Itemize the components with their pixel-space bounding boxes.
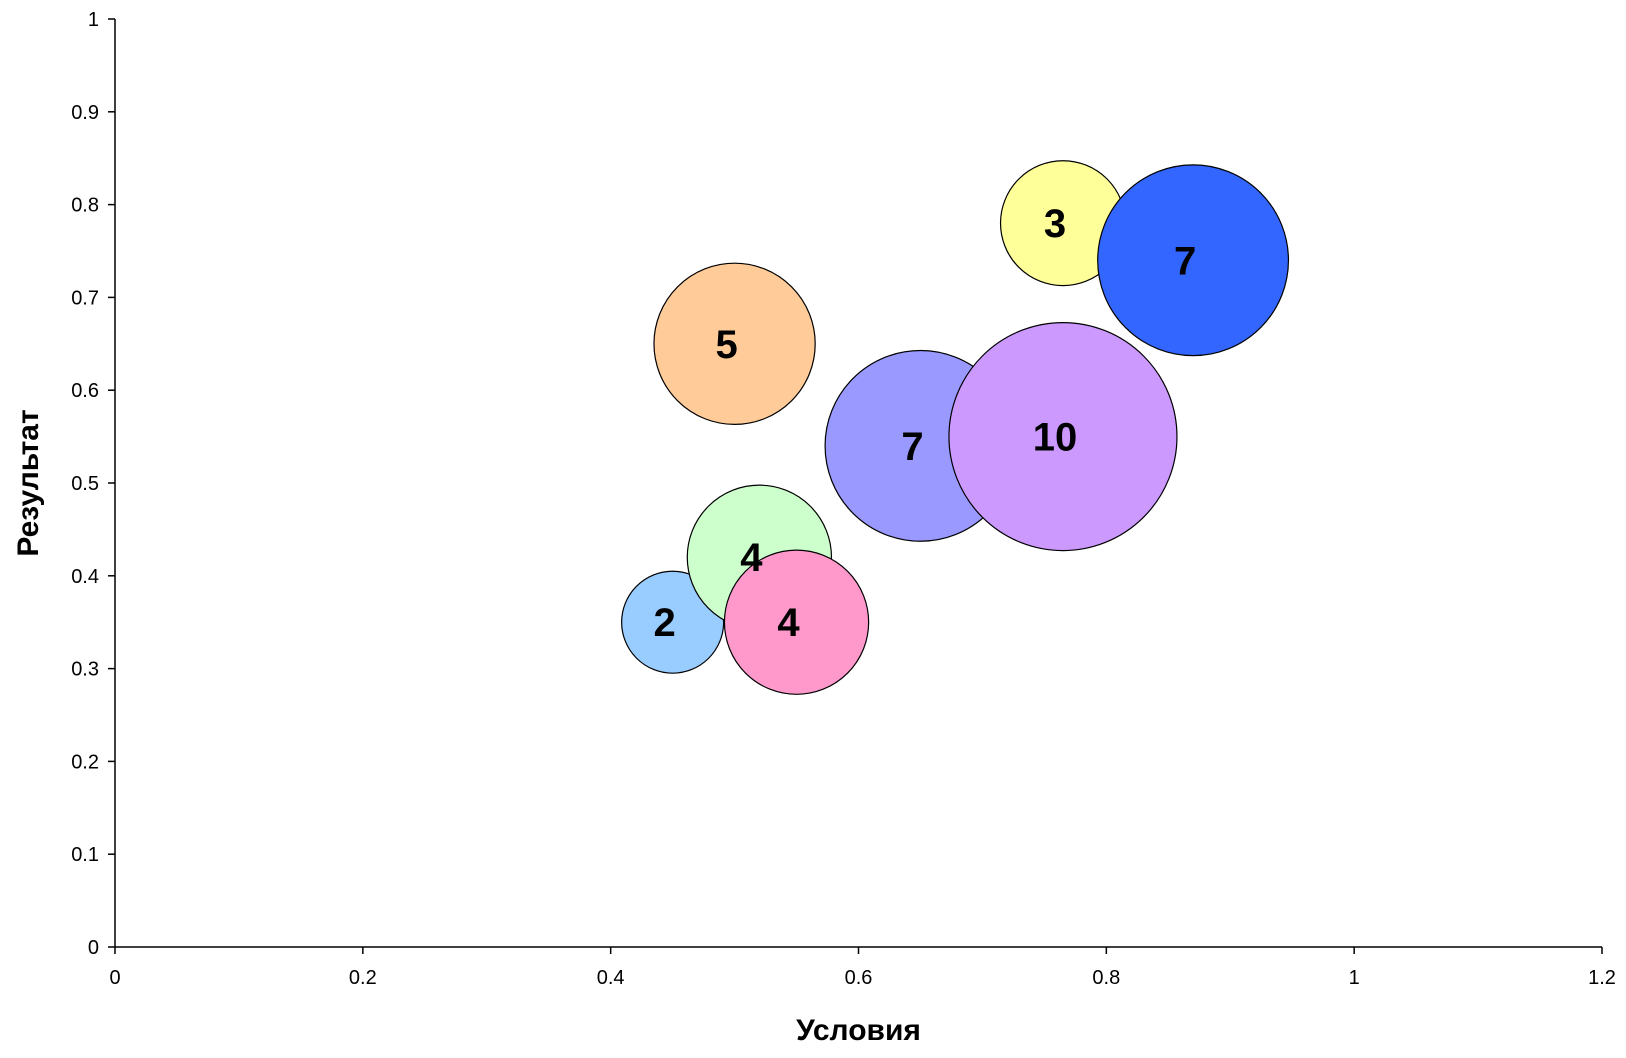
x-tick-label: 1 <box>1349 967 1360 989</box>
bubble-data-label: 5 <box>715 323 737 367</box>
ticks: 00.10.20.30.40.50.60.70.80.910 0.2 0.4 0.6 0… <box>71 9 1616 989</box>
y-tick-label: 0.2 <box>71 751 99 773</box>
x-axis-title: Условия <box>796 1014 921 1047</box>
x-tick-label: 0.6 <box>845 967 873 989</box>
y-tick-label: 1 <box>88 9 99 31</box>
bubble-point <box>1097 164 1290 357</box>
bubble-data-label: 10 <box>1033 416 1078 460</box>
y-tick-label: 0.5 <box>71 473 99 495</box>
x-tick-label: 0.8 <box>1092 967 1120 989</box>
bubble-data-label: 2 <box>654 601 676 645</box>
bubble-data-label: 7 <box>1174 239 1196 283</box>
x-tick-label: 1.2 <box>1588 967 1616 989</box>
y-tick-label: 0.9 <box>71 102 99 124</box>
bubble-point <box>948 322 1178 552</box>
y-tick-label: 0.6 <box>71 380 99 402</box>
y-tick-label: 0.7 <box>71 287 99 309</box>
y-tick-label: 0.1 <box>71 844 99 866</box>
bubble-data-label: 4 <box>740 536 763 580</box>
bubble-data-label: 4 <box>777 601 800 645</box>
bubble-labels-layer: 2 44 5 7 10 3 7 <box>654 202 1197 645</box>
bubble-data-label: 3 <box>1044 202 1066 246</box>
y-tick-label: 0.3 <box>71 659 99 681</box>
x-tick-label: 0.2 <box>349 967 377 989</box>
x-tick-label: 0 <box>109 967 120 989</box>
y-tick-label: 0.8 <box>71 195 99 217</box>
y-axis-title: Результат <box>12 409 45 556</box>
y-tick-label: 0.4 <box>71 566 99 588</box>
x-tick-label: 0.4 <box>597 967 625 989</box>
bubble-point <box>653 262 816 426</box>
bubbles-layer <box>621 160 1290 695</box>
bubble-point <box>723 549 870 695</box>
bubble-data-label: 7 <box>901 425 923 469</box>
bubble-point <box>621 570 725 674</box>
y-tick-label: 0 <box>88 937 99 959</box>
